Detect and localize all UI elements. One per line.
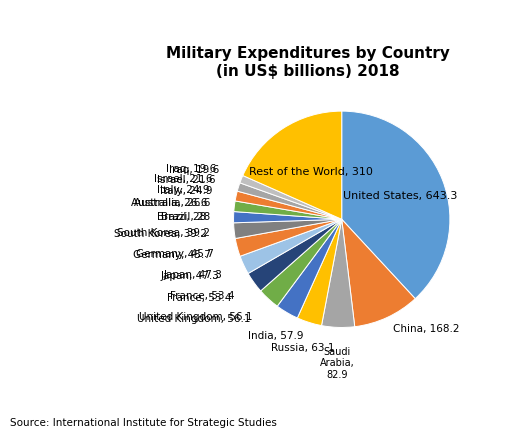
- Text: Israel, 21.6: Israel, 21.6: [154, 174, 213, 184]
- Wedge shape: [277, 219, 342, 318]
- Text: Brazil, 28: Brazil, 28: [161, 212, 210, 222]
- Text: Rest of the World, 310: Rest of the World, 310: [249, 167, 373, 177]
- Text: Japan, 47.3: Japan, 47.3: [160, 271, 219, 282]
- Text: United Kingdom, 56.1: United Kingdom, 56.1: [139, 311, 253, 322]
- Wedge shape: [243, 111, 342, 219]
- Wedge shape: [321, 219, 355, 328]
- Title: Military Expenditures by Country
(in US$ billions) 2018: Military Expenditures by Country (in US$…: [166, 46, 449, 79]
- Text: Australia, 26.6: Australia, 26.6: [134, 198, 211, 209]
- Text: Source: International Institute for Strategic Studies: Source: International Institute for Stra…: [10, 418, 277, 428]
- Text: Germany, 45.7: Germany, 45.7: [133, 249, 211, 260]
- Wedge shape: [235, 191, 342, 219]
- Text: United States, 643.3: United States, 643.3: [343, 191, 457, 201]
- Text: Russia, 63.1: Russia, 63.1: [271, 343, 334, 353]
- Wedge shape: [297, 219, 342, 326]
- Text: Iraq, 19.6: Iraq, 19.6: [169, 165, 219, 175]
- Wedge shape: [260, 219, 342, 306]
- Wedge shape: [240, 219, 342, 273]
- Text: South Korea, 39.2: South Korea, 39.2: [118, 228, 211, 238]
- Text: South Korea, 39.2: South Korea, 39.2: [114, 229, 207, 239]
- Text: Israel, 21.6: Israel, 21.6: [158, 175, 216, 185]
- Text: Australia, 26.6: Australia, 26.6: [131, 198, 207, 208]
- Text: France, 53.4: France, 53.4: [167, 293, 232, 303]
- Wedge shape: [237, 183, 342, 219]
- Text: Italy, 24.9: Italy, 24.9: [157, 185, 209, 195]
- Wedge shape: [235, 219, 342, 256]
- Text: India, 57.9: India, 57.9: [248, 331, 304, 341]
- Wedge shape: [342, 219, 415, 327]
- Text: Germany, 45.7: Germany, 45.7: [136, 249, 214, 259]
- Text: France, 53.4: France, 53.4: [170, 292, 235, 301]
- Wedge shape: [234, 212, 342, 223]
- Text: Japan, 47.3: Japan, 47.3: [163, 270, 222, 280]
- Text: Iraq, 19.6: Iraq, 19.6: [166, 164, 216, 174]
- Wedge shape: [234, 219, 342, 239]
- Text: Saudi
Arabia,
82.9: Saudi Arabia, 82.9: [320, 347, 355, 380]
- Text: United Kingdom, 56.1: United Kingdom, 56.1: [136, 314, 250, 324]
- Text: Italy, 24.9: Italy, 24.9: [160, 186, 213, 196]
- Wedge shape: [240, 175, 342, 219]
- Wedge shape: [234, 201, 342, 219]
- Wedge shape: [342, 111, 450, 299]
- Wedge shape: [248, 219, 342, 291]
- Text: China, 168.2: China, 168.2: [393, 324, 459, 334]
- Text: Brazil, 28: Brazil, 28: [158, 212, 206, 221]
